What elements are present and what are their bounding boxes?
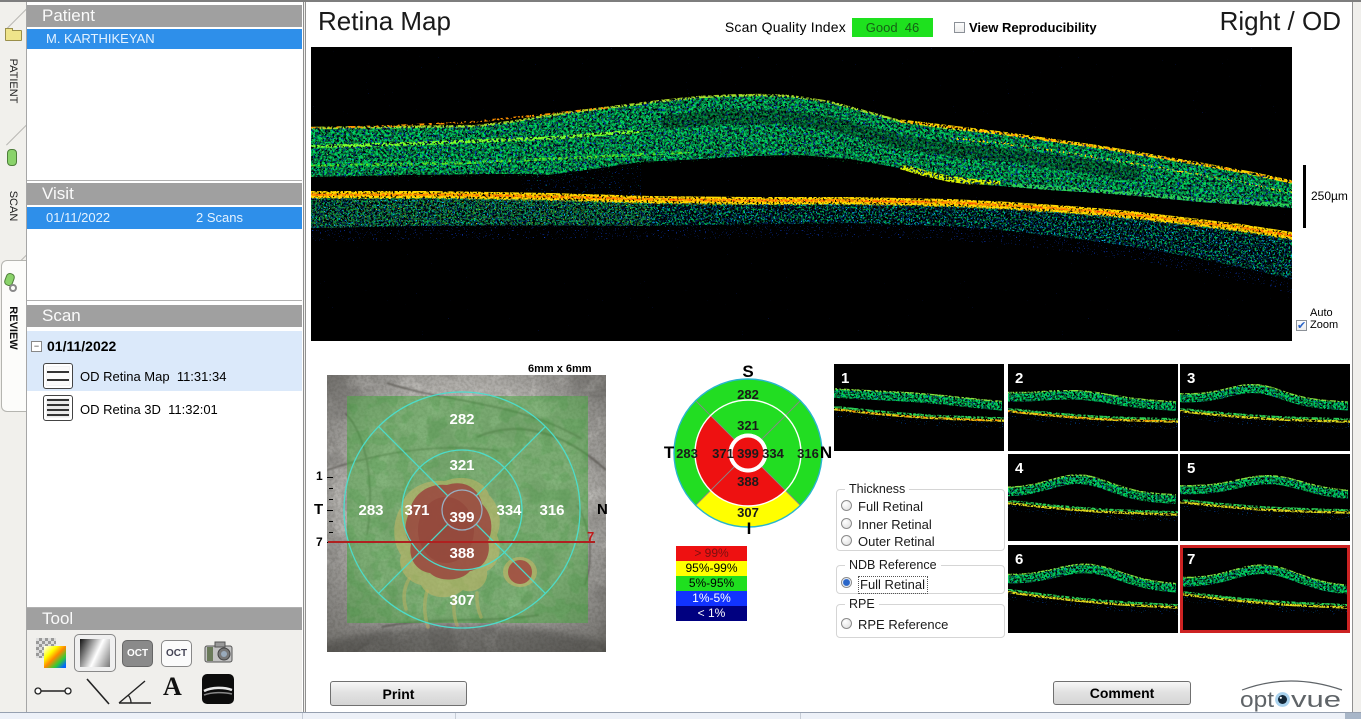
svg-text:316: 316 <box>539 502 564 519</box>
svg-text:I: I <box>747 519 752 538</box>
svg-text:307: 307 <box>449 592 474 609</box>
svg-text:S: S <box>742 362 753 381</box>
svg-text:2: 2 <box>1015 370 1023 387</box>
svg-text:N: N <box>820 443 832 462</box>
svg-text:5: 5 <box>1187 460 1195 477</box>
svg-text:316: 316 <box>797 446 819 461</box>
svg-text:1: 1 <box>841 370 849 387</box>
svg-text:371: 371 <box>404 502 429 519</box>
svg-text:T: T <box>664 443 675 462</box>
svg-text:321: 321 <box>737 418 759 433</box>
svg-text:388: 388 <box>737 474 759 489</box>
svg-text:6: 6 <box>1015 551 1023 568</box>
svg-text:334: 334 <box>762 446 784 461</box>
svg-text:388: 388 <box>449 545 474 562</box>
svg-text:399: 399 <box>449 509 474 526</box>
svg-text:307: 307 <box>737 505 759 520</box>
svg-text:vue: vue <box>1291 687 1341 712</box>
svg-text:321: 321 <box>449 457 474 474</box>
svg-text:opt: opt <box>1240 687 1274 712</box>
svg-text:4: 4 <box>1015 460 1024 477</box>
svg-text:3: 3 <box>1187 370 1195 387</box>
svg-text:283: 283 <box>358 502 383 519</box>
svg-text:282: 282 <box>737 387 759 402</box>
svg-text:283: 283 <box>676 446 698 461</box>
svg-text:399: 399 <box>737 446 759 461</box>
svg-text:371: 371 <box>712 446 734 461</box>
svg-text:282: 282 <box>449 411 474 428</box>
svg-text:7: 7 <box>1187 551 1195 568</box>
svg-text:334: 334 <box>496 502 522 519</box>
